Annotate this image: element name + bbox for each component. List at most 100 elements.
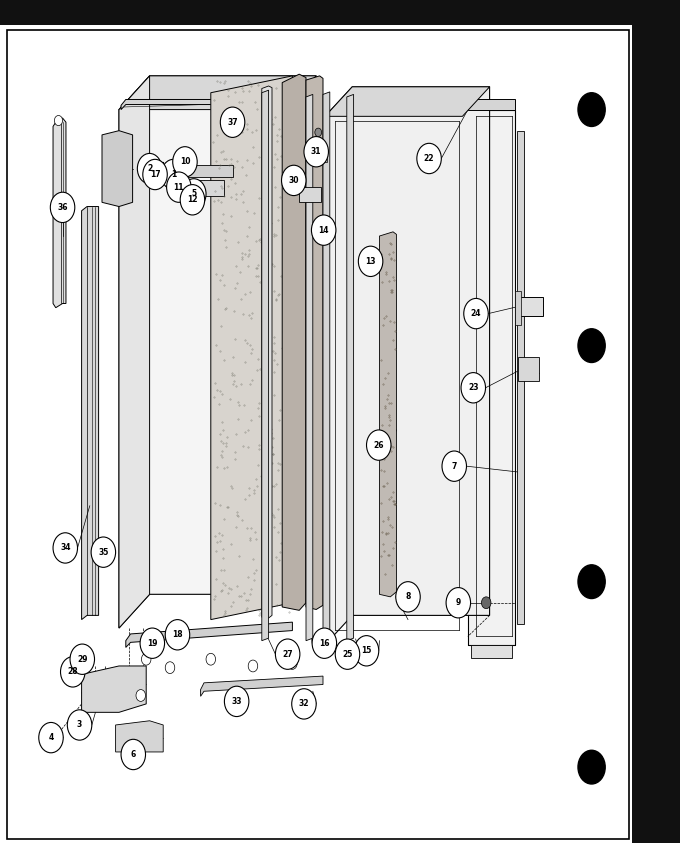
Text: 15: 15 — [361, 647, 372, 655]
Text: 19: 19 — [147, 639, 158, 647]
Point — [244, 531, 255, 545]
Point — [223, 89, 234, 103]
Point — [272, 212, 283, 226]
Point — [253, 150, 264, 164]
Point — [257, 365, 268, 379]
Circle shape — [180, 185, 205, 215]
Point — [269, 161, 279, 175]
Point — [209, 589, 220, 603]
Point — [245, 346, 256, 360]
Point — [219, 563, 230, 577]
Point — [218, 608, 229, 621]
Point — [218, 551, 228, 565]
Circle shape — [182, 179, 206, 209]
Point — [272, 599, 283, 612]
Point — [213, 293, 224, 306]
Point — [220, 153, 231, 166]
Point — [388, 254, 399, 267]
Point — [209, 184, 220, 197]
Text: 3: 3 — [77, 721, 82, 729]
Point — [252, 102, 262, 115]
Point — [384, 397, 394, 411]
Point — [251, 473, 262, 486]
Point — [387, 285, 398, 298]
Text: 37: 37 — [227, 118, 238, 126]
Text: 33: 33 — [231, 697, 242, 706]
Point — [246, 583, 257, 596]
Point — [218, 279, 229, 293]
Point — [221, 436, 232, 449]
Point — [258, 189, 269, 202]
Circle shape — [79, 652, 84, 659]
Point — [381, 476, 392, 490]
Point — [281, 277, 292, 291]
Point — [243, 84, 254, 98]
Circle shape — [578, 93, 605, 126]
Point — [270, 293, 281, 306]
Point — [225, 480, 236, 493]
Point — [269, 520, 279, 534]
Point — [377, 525, 388, 539]
Point — [272, 357, 283, 371]
Point — [260, 271, 271, 285]
Polygon shape — [119, 76, 316, 110]
Circle shape — [578, 329, 605, 362]
Point — [269, 336, 279, 350]
Point — [273, 464, 284, 477]
Point — [384, 438, 394, 451]
Point — [284, 415, 295, 428]
Point — [251, 234, 262, 248]
Point — [243, 221, 254, 234]
Point — [385, 283, 396, 297]
Point — [388, 315, 399, 329]
Point — [214, 526, 225, 540]
Point — [233, 509, 244, 523]
Point — [259, 282, 270, 295]
Point — [228, 160, 239, 174]
Point — [275, 129, 286, 142]
Bar — [0, 0, 632, 25]
Point — [228, 368, 239, 382]
Point — [261, 180, 272, 193]
Point — [377, 450, 388, 464]
Point — [211, 154, 222, 168]
Point — [211, 128, 222, 142]
Point — [378, 453, 389, 466]
Point — [277, 325, 288, 338]
Point — [211, 535, 222, 549]
Point — [233, 119, 243, 132]
Point — [281, 159, 292, 173]
Point — [214, 273, 225, 287]
Point — [384, 248, 394, 261]
Circle shape — [224, 686, 249, 717]
Point — [272, 134, 283, 148]
Point — [257, 493, 268, 507]
Circle shape — [442, 451, 466, 481]
Point — [216, 564, 226, 577]
Circle shape — [312, 628, 337, 658]
Circle shape — [275, 639, 300, 669]
Point — [384, 549, 394, 562]
Point — [254, 603, 265, 616]
Point — [257, 121, 268, 135]
Point — [255, 276, 266, 289]
Point — [254, 438, 265, 452]
Circle shape — [91, 537, 116, 567]
Circle shape — [282, 165, 306, 196]
Point — [218, 436, 228, 449]
Point — [226, 368, 237, 382]
Point — [270, 82, 281, 95]
Point — [216, 319, 226, 333]
Point — [241, 336, 252, 350]
Text: 34: 34 — [60, 544, 71, 552]
Point — [218, 189, 229, 202]
Point — [233, 95, 244, 109]
Point — [254, 191, 265, 204]
Point — [389, 325, 400, 338]
Point — [265, 295, 275, 309]
Polygon shape — [517, 131, 524, 624]
Point — [217, 387, 228, 400]
Point — [217, 180, 228, 194]
Point — [211, 545, 222, 558]
Point — [282, 328, 293, 341]
